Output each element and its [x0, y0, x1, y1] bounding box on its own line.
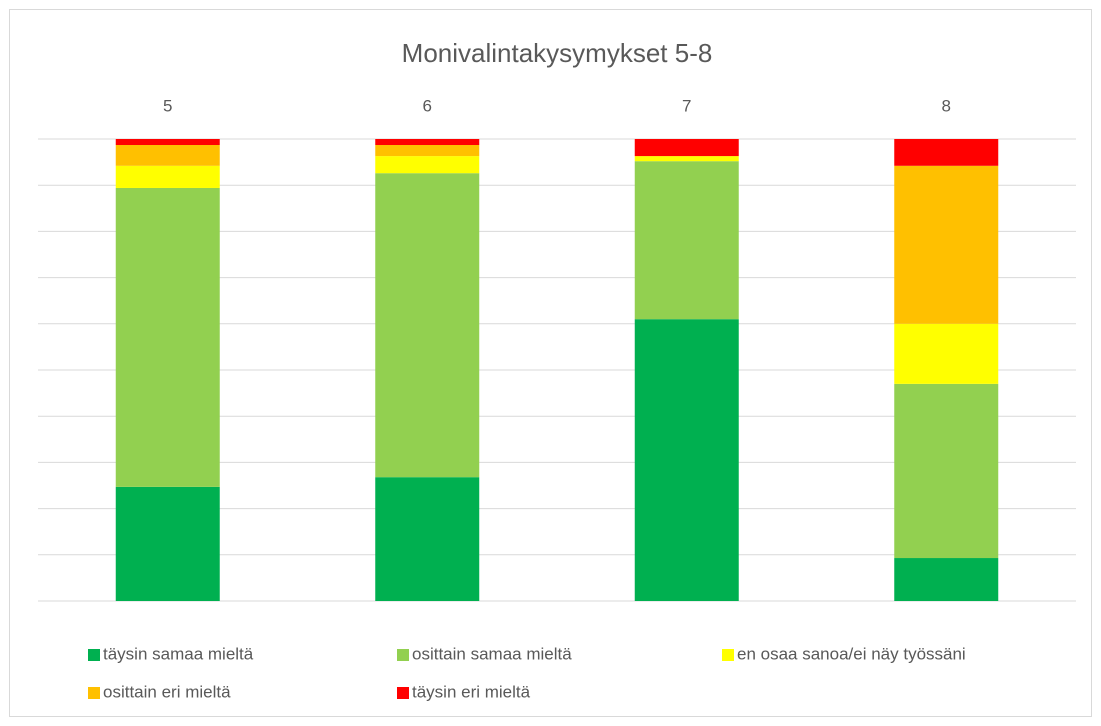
chart-title: Monivalintakysymykset 5-8: [402, 38, 713, 68]
category-label: 8: [942, 96, 951, 115]
legend-swatch: [88, 687, 100, 699]
bar-segment: [894, 323, 999, 384]
bar-segment: [115, 145, 220, 166]
bar-segment: [634, 156, 739, 162]
category-label: 6: [423, 96, 432, 115]
bar-segment: [894, 383, 999, 559]
legend-label: en osaa sanoa/ei näy työssäni: [737, 644, 966, 663]
legend-label: täysin samaa mieltä: [103, 644, 254, 663]
legend-swatch: [88, 649, 100, 661]
legend-swatch: [722, 649, 734, 661]
bar-segment: [634, 139, 739, 157]
legend-label: osittain samaa mieltä: [412, 644, 572, 663]
legend-swatch: [397, 687, 409, 699]
bar-segment: [894, 139, 999, 166]
bar-segment: [375, 477, 480, 601]
bar-segment: [115, 486, 220, 601]
bar-segment: [375, 145, 480, 157]
bar-segment: [375, 139, 480, 146]
bar-segment: [115, 165, 220, 188]
legend-label: täysin eri mieltä: [412, 682, 531, 701]
bar-segment: [894, 165, 999, 324]
bar-segment: [634, 161, 739, 320]
bar-segment: [115, 139, 220, 146]
category-label: 5: [163, 96, 172, 115]
bar-segment: [115, 187, 220, 487]
bar-segment: [634, 319, 739, 601]
bar-segment: [375, 173, 480, 478]
bar-segment: [894, 558, 999, 601]
category-label: 7: [682, 96, 691, 115]
legend-swatch: [397, 649, 409, 661]
legend-label: osittain eri mieltä: [103, 682, 231, 701]
bar-segment: [375, 156, 480, 174]
